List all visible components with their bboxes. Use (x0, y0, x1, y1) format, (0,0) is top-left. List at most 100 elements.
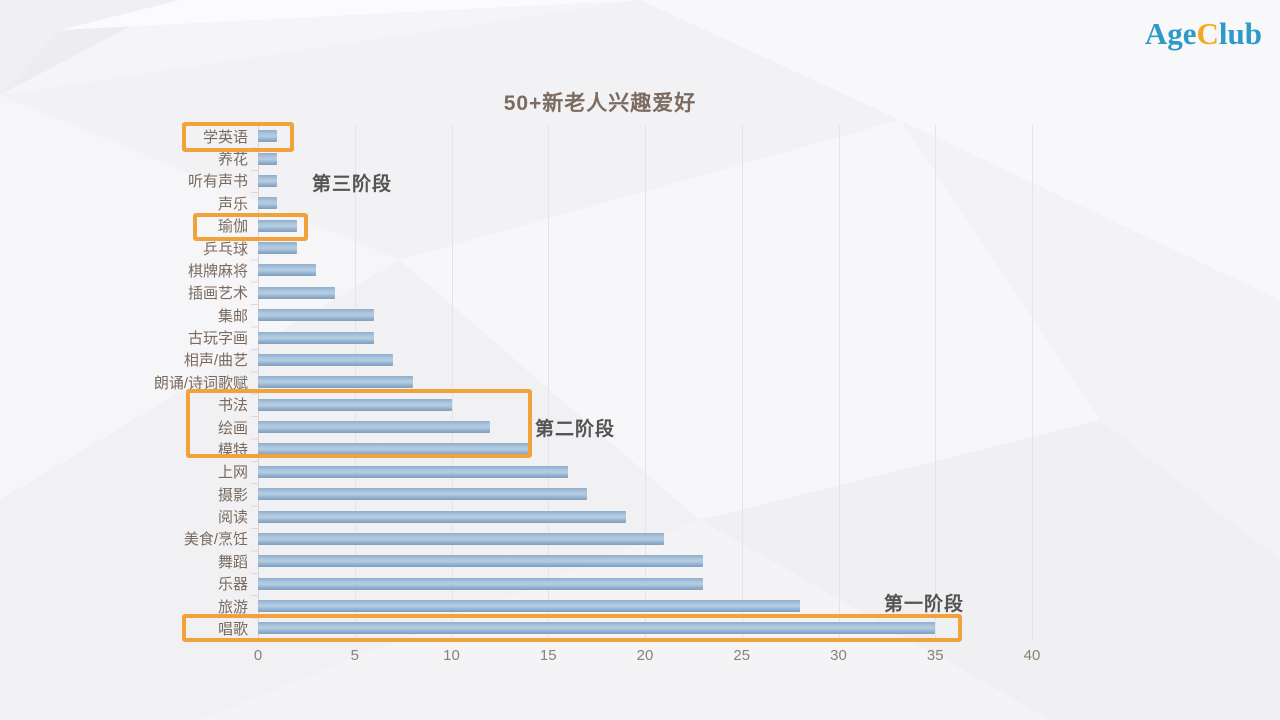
bar-track (258, 595, 1032, 617)
category-label: 上网 (217, 464, 248, 482)
gridline-30 (838, 125, 840, 640)
category-label: 相声/曲艺 (183, 352, 248, 370)
logo-part-lub: lub (1218, 16, 1262, 51)
bar-track (258, 573, 1032, 595)
bar-track (258, 416, 1032, 438)
bar-阅读 (258, 510, 626, 523)
category-label: 摄影 (217, 486, 248, 504)
bar-row: 瑜伽 (60, 215, 1032, 237)
bar-track (258, 192, 1032, 214)
bar-row: 古玩字画 (60, 326, 1032, 348)
stage-2-annotation: 第二阶段 (535, 419, 616, 440)
bar-track (258, 528, 1032, 550)
bar-插画艺术 (258, 286, 336, 299)
x-tick-label: 20 (636, 647, 654, 664)
category-label: 养花 (217, 151, 248, 169)
category-label: 学英语 (202, 128, 248, 146)
x-tick-label: 35 (926, 647, 944, 664)
category-label: 绘画 (217, 419, 248, 437)
x-tick-label: 30 (830, 647, 847, 664)
bar-相声/曲艺 (258, 353, 394, 366)
bar-chart-plot-area: 学英语养花听有声书声乐瑜伽乒乓球棋牌麻将插画艺术集邮古玩字画相声/曲艺朗诵/诗词… (60, 125, 1032, 640)
category-label: 唱歌 (217, 620, 248, 638)
bar-乐器 (258, 577, 704, 590)
bar-track (258, 394, 1032, 416)
bar-舞蹈 (258, 555, 704, 568)
bar-track (258, 282, 1032, 304)
bar-track (258, 215, 1032, 237)
x-tick-label: 25 (733, 647, 751, 664)
bar-track (258, 170, 1032, 192)
gridline-10 (451, 125, 453, 640)
gridline-15 (548, 125, 550, 640)
logo-part-age: Age (1144, 16, 1197, 51)
x-tick-label: 0 (253, 647, 263, 664)
bar-row: 乒乓球 (60, 237, 1032, 259)
bar-听有声书 (258, 174, 278, 187)
bar-row: 插画艺术 (60, 282, 1032, 304)
category-label: 古玩字画 (187, 330, 248, 348)
bar-track (258, 259, 1032, 281)
bar-绘画 (258, 421, 491, 434)
stage-3-annotation: 第三阶段 (312, 174, 393, 195)
category-label: 乐器 (217, 576, 248, 594)
category-label: 旅游 (217, 598, 248, 616)
bar-track (258, 438, 1032, 460)
bar-集邮 (258, 309, 375, 322)
bar-row: 集邮 (60, 304, 1032, 326)
gridline-20 (645, 125, 646, 640)
bar-乒乓球 (258, 242, 297, 255)
bar-row: 养花 (60, 147, 1032, 169)
bar-track (258, 304, 1032, 326)
bar-唱歌 (258, 622, 936, 635)
bar-声乐 (258, 197, 278, 210)
bar-上网 (258, 465, 568, 478)
bar-row: 摄影 (60, 483, 1032, 505)
stage-1-annotation: 第一阶段 (884, 594, 965, 615)
category-label: 书法 (217, 397, 248, 415)
category-label: 集邮 (217, 307, 248, 325)
category-label: 声乐 (217, 195, 248, 213)
bar-瑜伽 (258, 219, 297, 232)
bar-古玩字画 (258, 331, 375, 344)
gridline-40 (1032, 125, 1033, 640)
bar-track (258, 483, 1032, 505)
bar-row: 上网 (60, 461, 1032, 483)
bar-track (258, 349, 1032, 371)
bar-摄影 (258, 488, 587, 501)
logo-part-c: C (1196, 16, 1219, 51)
ageclub-logo: AgeClub (1145, 16, 1262, 52)
bar-track (258, 147, 1032, 169)
y-axis-tick-marks (251, 125, 258, 641)
bar-row: 声乐 (60, 192, 1032, 214)
x-tick-label: 40 (1023, 647, 1041, 664)
category-label: 朗诵/诗词歌赋 (153, 374, 248, 392)
bar-row: 旅游 (60, 595, 1032, 617)
category-label: 听有声书 (187, 173, 248, 191)
bar-row: 美食/烹饪 (60, 528, 1032, 550)
category-label: 阅读 (217, 509, 248, 527)
bar-row: 书法 (60, 394, 1032, 416)
bar-row: 相声/曲艺 (60, 349, 1032, 371)
bar-row: 唱歌 (60, 617, 1032, 639)
category-label: 棋牌麻将 (187, 262, 248, 280)
category-label: 乒乓球 (202, 240, 248, 258)
x-axis: 0 5 10 15 20 25 30 35 40 (254, 647, 1041, 667)
gridline-25 (741, 125, 743, 640)
bar-旅游 (258, 600, 800, 613)
bar-养花 (258, 152, 278, 165)
bar-track (258, 326, 1032, 348)
bar-row: 阅读 (60, 505, 1032, 527)
bar-棋牌麻将 (258, 264, 317, 277)
bar-美食/烹饪 (258, 532, 665, 545)
bar-track (258, 461, 1032, 483)
category-label: 舞蹈 (217, 553, 248, 571)
category-label: 美食/烹饪 (183, 531, 248, 549)
bar-row: 舞蹈 (60, 550, 1032, 572)
bar-track (258, 550, 1032, 572)
highlight-box-yujia (193, 213, 308, 241)
x-tick-label: 15 (539, 647, 557, 664)
bar-朗诵/诗词歌赋 (258, 376, 413, 389)
bar-track (258, 237, 1032, 259)
